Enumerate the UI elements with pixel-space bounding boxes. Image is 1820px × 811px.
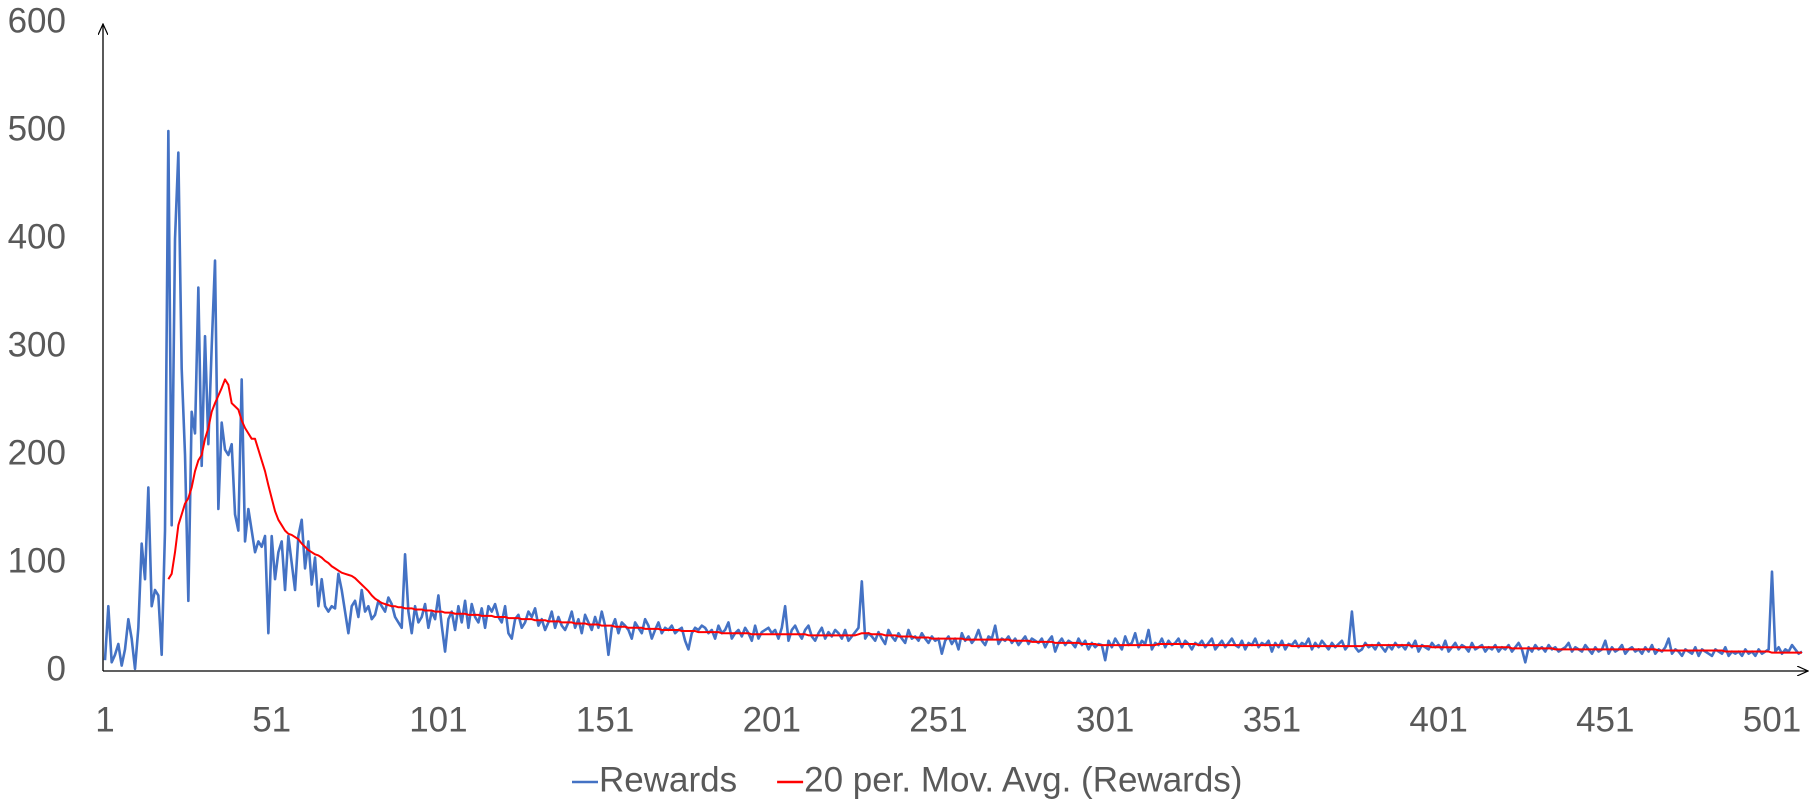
x-tick-label: 1 [95, 700, 114, 739]
x-tick-label: 251 [909, 700, 967, 739]
x-tick-label: 501 [1743, 700, 1801, 739]
series-line [103, 129, 1803, 671]
y-tick-label: 0 [47, 649, 66, 688]
y-tick-label: 400 [8, 217, 66, 256]
x-tick-label: 101 [409, 700, 467, 739]
x-tick-label: 51 [252, 700, 291, 739]
y-tick-label: 300 [8, 325, 66, 364]
x-tick-label: 451 [1576, 700, 1634, 739]
plot-area [103, 129, 1803, 671]
x-tick-label: 201 [743, 700, 801, 739]
x-tick-label: 151 [576, 700, 634, 739]
y-tick-label: 500 [8, 109, 66, 148]
legend-label: 20 per. Mov. Avg. (Rewards) [804, 760, 1242, 799]
legend-label: Rewards [599, 760, 737, 799]
x-tick-label: 351 [1243, 700, 1301, 739]
series-line [167, 378, 1802, 654]
x-tick-label: 401 [1409, 700, 1467, 739]
y-tick-label: 600 [8, 1, 66, 40]
x-tick-label: 301 [1076, 700, 1134, 739]
y-tick-label: 100 [8, 541, 66, 580]
y-tick-label: 200 [8, 433, 66, 472]
